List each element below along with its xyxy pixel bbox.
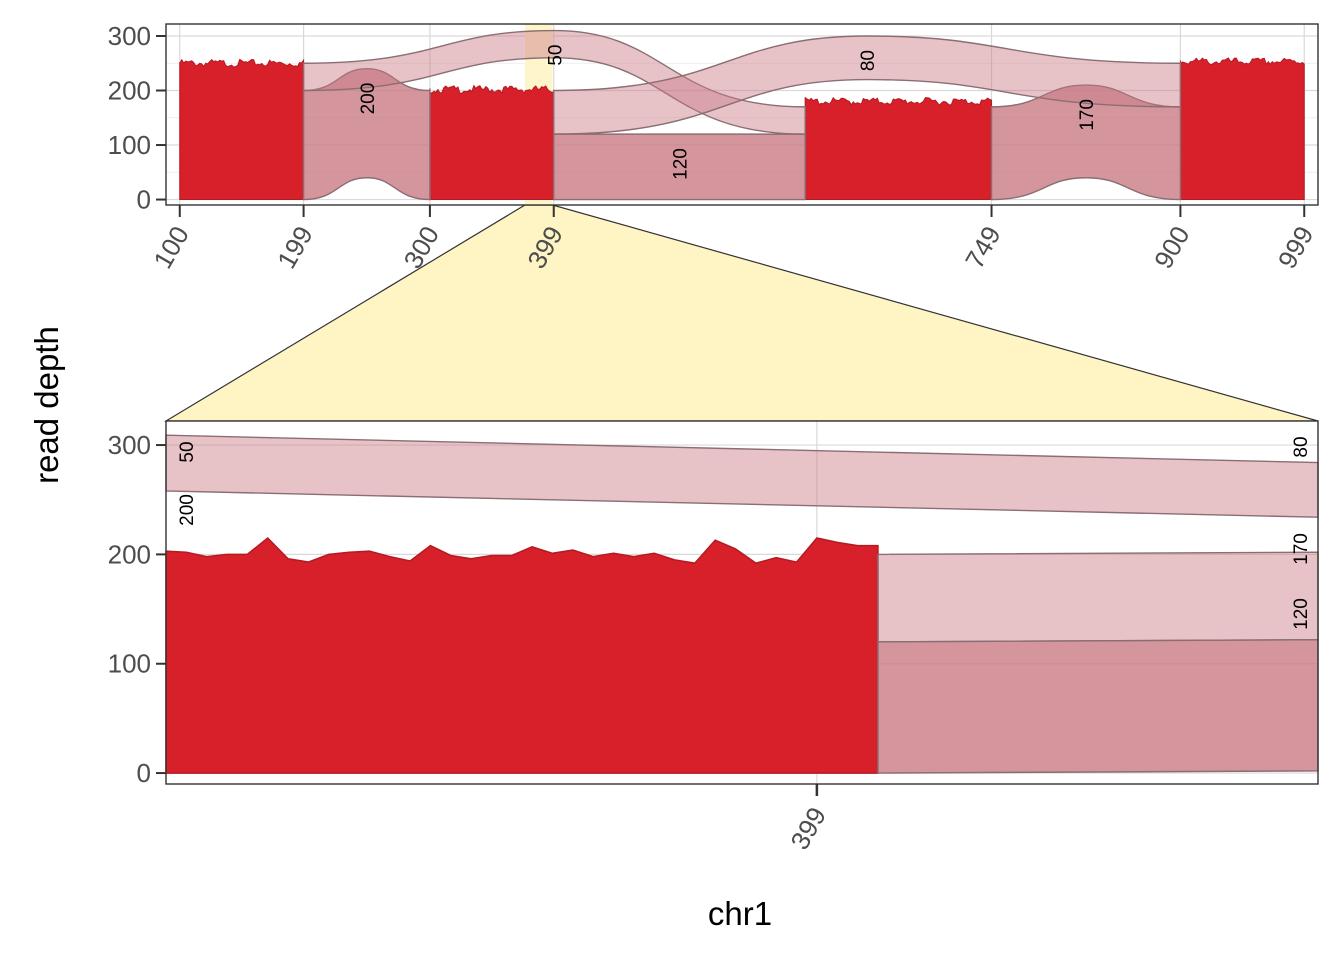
overview-panel-border [165, 23, 1319, 206]
overview-junctions [302, 29, 1182, 201]
junction-arc [877, 551, 1319, 643]
junction-arc [553, 133, 806, 201]
junction-arc [553, 35, 1182, 135]
overview-x-tick-label: 100 [147, 221, 195, 274]
zoom-panel: 50 200 80 170 120 0 100 200 300 399 [108, 420, 1319, 855]
overview-x-tick-label: 999 [1272, 221, 1320, 274]
junction-count-label: 80 [858, 50, 879, 71]
zoom-y-tick-label: 0 [137, 758, 151, 788]
junction-count-label: 80 [1291, 436, 1312, 457]
zoom-junctions [165, 434, 1319, 774]
junction-count-label: 50 [545, 45, 566, 66]
junction-count-label: 170 [1291, 533, 1312, 565]
junction-count-label: 50 [177, 441, 198, 462]
junction-count-label: 200 [177, 494, 198, 526]
overview-x-tick-label: 900 [1148, 221, 1196, 274]
junction-count-label: 120 [670, 148, 691, 180]
zoom-connector [163, 204, 1319, 422]
coverage-segment [179, 58, 305, 201]
zoom-y-tick-label: 100 [108, 649, 151, 679]
overview-y-tick-label: 200 [108, 76, 151, 106]
overview-y-tick-label: 100 [108, 130, 151, 160]
junction-arc [302, 68, 431, 201]
zoom-y-tick-label: 200 [108, 539, 151, 569]
overview-y-tick-label: 0 [137, 185, 151, 215]
coverage-segment [1179, 57, 1305, 201]
junction-count-label: 170 [1077, 99, 1098, 131]
zoom-coverage-area [165, 536, 879, 774]
overview-y-tick-label: 300 [108, 21, 151, 51]
y-axis-title: read depth [28, 326, 65, 484]
axis-titles: read depth chr1 [28, 326, 772, 932]
overview-x-tick-label: 749 [959, 221, 1007, 274]
coverage-segment [429, 84, 555, 201]
junction-count-label: 120 [1291, 598, 1312, 630]
zoom-x-tick-label: 399 [784, 802, 832, 855]
overview-x-tick-label: 199 [271, 221, 319, 274]
junction-count-label: 200 [358, 83, 379, 115]
junction-arc [990, 84, 1182, 201]
zoom-panel-border [165, 420, 1319, 785]
junction-arc [877, 638, 1319, 774]
zoom-connector-shape [163, 204, 1319, 422]
coverage-segment [804, 96, 993, 201]
x-axis-title: chr1 [708, 895, 772, 932]
zoom-y-tick-label: 300 [108, 430, 151, 460]
junction-arc [302, 29, 806, 135]
